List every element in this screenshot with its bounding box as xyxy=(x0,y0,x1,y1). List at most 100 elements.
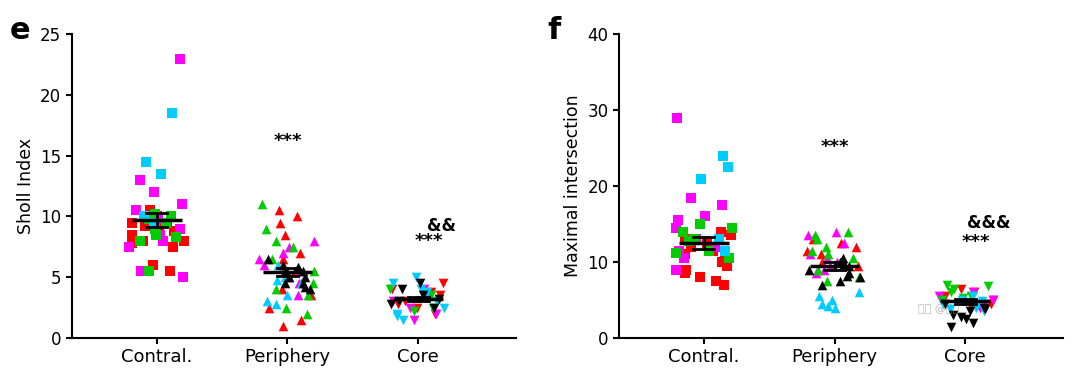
Point xyxy=(141,207,159,213)
Point xyxy=(299,292,316,298)
Point xyxy=(801,251,819,257)
Point xyxy=(127,207,145,213)
Point xyxy=(389,301,406,307)
Point xyxy=(416,292,433,298)
Point xyxy=(414,292,431,298)
Text: f: f xyxy=(548,16,561,45)
Point xyxy=(278,292,295,298)
Point xyxy=(678,267,696,273)
Point xyxy=(975,301,993,307)
Point xyxy=(674,229,691,235)
Point xyxy=(133,268,150,274)
Point xyxy=(159,219,176,226)
Point xyxy=(419,289,436,295)
Point xyxy=(284,244,301,250)
Point xyxy=(146,219,163,226)
Point xyxy=(146,189,163,195)
Point xyxy=(706,244,724,250)
Point xyxy=(147,211,164,217)
Point xyxy=(158,219,175,226)
Point xyxy=(827,229,845,235)
Point xyxy=(435,280,453,286)
Point xyxy=(715,282,732,288)
Point xyxy=(274,250,292,256)
Point xyxy=(298,311,315,317)
Point xyxy=(268,238,285,244)
Point xyxy=(828,259,846,265)
Point xyxy=(276,280,294,286)
Point xyxy=(809,267,826,273)
Point xyxy=(295,280,312,286)
Point xyxy=(954,297,971,303)
Point xyxy=(289,264,307,270)
Point xyxy=(667,267,685,273)
Point xyxy=(275,268,293,274)
Point xyxy=(962,303,980,309)
Point xyxy=(930,293,947,299)
Point xyxy=(383,286,401,292)
Point xyxy=(962,293,980,299)
Point xyxy=(836,240,853,246)
Point xyxy=(407,274,424,280)
Point xyxy=(251,256,268,262)
Point xyxy=(832,259,849,265)
Point xyxy=(422,289,440,295)
Point xyxy=(280,274,297,280)
Point xyxy=(934,301,951,307)
Point xyxy=(933,297,950,303)
Point xyxy=(670,247,687,254)
Point xyxy=(813,301,831,307)
Point xyxy=(274,262,292,268)
Point xyxy=(411,286,429,292)
Point xyxy=(429,298,446,304)
Point xyxy=(411,280,429,286)
Point xyxy=(961,308,978,314)
Point xyxy=(172,226,189,232)
Point xyxy=(813,282,831,288)
Point xyxy=(176,238,193,244)
Point xyxy=(832,278,849,284)
Point xyxy=(675,255,692,261)
Point xyxy=(419,292,436,298)
Point xyxy=(276,274,294,280)
Point xyxy=(850,274,867,280)
Point xyxy=(295,268,312,274)
Point xyxy=(823,297,840,303)
Text: ***: *** xyxy=(821,138,849,156)
Point xyxy=(698,240,715,246)
Point xyxy=(394,286,411,292)
Point xyxy=(161,268,178,274)
Point xyxy=(274,286,292,292)
Text: 知乎 @酸菜: 知乎 @酸菜 xyxy=(918,304,959,314)
Point xyxy=(431,292,448,298)
Point xyxy=(851,274,868,280)
Point xyxy=(839,229,856,235)
Point xyxy=(957,316,974,322)
Point xyxy=(719,164,737,170)
Point xyxy=(136,223,153,229)
Point xyxy=(692,175,710,182)
Point xyxy=(167,234,185,240)
Point xyxy=(430,296,447,302)
Point xyxy=(669,115,686,121)
Point xyxy=(686,236,703,242)
Point xyxy=(408,304,426,311)
Point xyxy=(955,295,972,301)
Point xyxy=(683,195,700,201)
Point xyxy=(384,280,402,286)
Point xyxy=(306,268,323,274)
Point xyxy=(424,304,442,311)
Point xyxy=(953,314,970,320)
Point xyxy=(813,251,831,257)
Point xyxy=(943,324,960,330)
Point xyxy=(293,280,310,286)
Point xyxy=(972,304,989,311)
Point xyxy=(713,259,730,265)
Point xyxy=(840,263,858,269)
Point xyxy=(305,280,322,286)
Point xyxy=(683,244,700,250)
Point xyxy=(707,278,725,284)
Point xyxy=(416,286,433,292)
Point xyxy=(798,247,815,254)
Point xyxy=(148,232,165,238)
